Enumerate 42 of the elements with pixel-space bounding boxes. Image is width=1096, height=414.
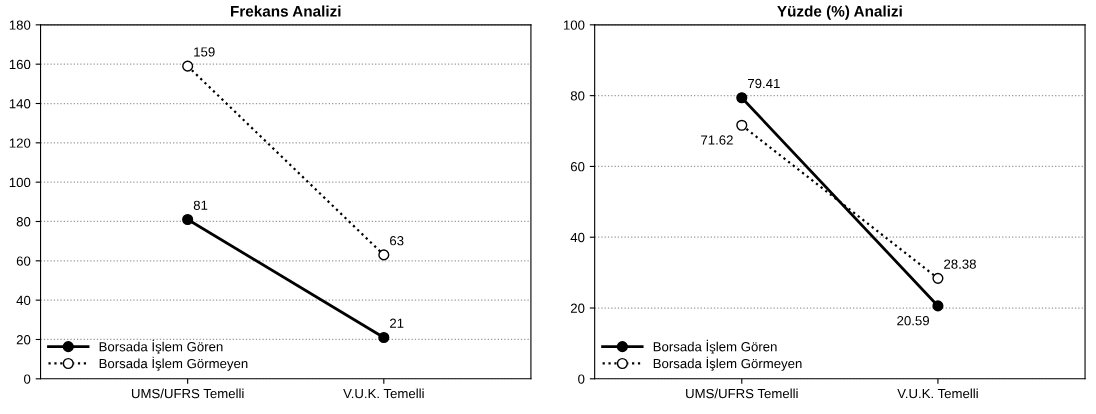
x-tick-label: UMS/UFRS Temelli bbox=[686, 388, 798, 399]
data-label: 79.41 bbox=[748, 78, 780, 89]
point bbox=[378, 249, 390, 261]
x-tick-label: V.U.K. Temelli bbox=[343, 388, 424, 399]
y-tick-label: 160 bbox=[9, 59, 31, 70]
point bbox=[736, 92, 748, 104]
y-tick-label: 120 bbox=[9, 138, 31, 148]
point bbox=[182, 60, 194, 72]
y-tick-label: 100 bbox=[563, 20, 585, 30]
y-tick-label: 140 bbox=[9, 99, 31, 109]
legend-label: Borsada İşlem Görmeyen bbox=[99, 356, 248, 371]
data-label: 71.62 bbox=[701, 135, 733, 145]
legend-label: Borsada İşlem Gören bbox=[99, 339, 223, 355]
y-tick-label: 20 bbox=[16, 335, 31, 345]
y-tick-label: 20 bbox=[570, 303, 585, 313]
y-tick-label: 80 bbox=[570, 91, 585, 101]
point bbox=[182, 213, 194, 226]
legend-label: Borsada İşlem Gören bbox=[653, 339, 777, 355]
data-label: 159 bbox=[194, 47, 215, 57]
chart-title: Yüzde (%) Analizi bbox=[777, 5, 902, 20]
y-tick-label: 60 bbox=[16, 256, 31, 266]
point bbox=[932, 300, 944, 312]
legend-label: Borsada İşlem Görmeyen bbox=[653, 356, 802, 371]
y-tick-label: 40 bbox=[570, 232, 585, 243]
data-label: 81 bbox=[193, 200, 208, 210]
x-tick-label: V.U.K. Temelli bbox=[897, 388, 978, 399]
y-tick-label: 60 bbox=[570, 162, 585, 172]
y-tick-label: 0 bbox=[578, 374, 585, 384]
chart-title: Frekans Analizi bbox=[231, 5, 341, 17]
x-tick-label: UMS/UFRS Temelli bbox=[131, 388, 244, 399]
data-label: 21 bbox=[390, 318, 404, 328]
y-tick-label: 40 bbox=[16, 295, 31, 306]
y-tick-label: 0 bbox=[24, 374, 31, 384]
data-label: 28.38 bbox=[944, 259, 976, 269]
y-tick-label: 80 bbox=[16, 217, 31, 227]
y-tick-label: 100 bbox=[9, 177, 31, 188]
y-tick-label: 180 bbox=[9, 20, 31, 30]
data-label: 63 bbox=[390, 236, 404, 246]
point bbox=[736, 119, 748, 131]
point bbox=[932, 272, 944, 284]
data-label: 20.59 bbox=[897, 316, 929, 326]
point bbox=[378, 331, 390, 344]
